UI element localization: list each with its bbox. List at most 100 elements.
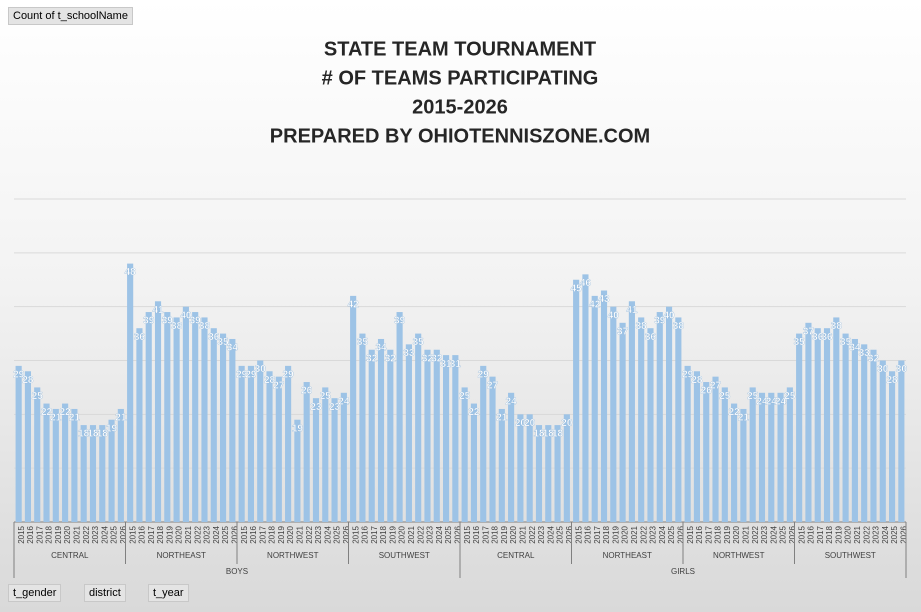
bar — [275, 376, 282, 522]
data-label: 29 — [283, 370, 295, 381]
x-tick-label: 2016 — [472, 525, 481, 543]
bar — [108, 419, 115, 522]
x-tick-label: 2020 — [175, 525, 184, 543]
data-label: 24 — [766, 396, 778, 407]
data-label: 39 — [162, 316, 174, 327]
chart-title: PREPARED BY OHIOTENNISZONE.COM — [270, 125, 650, 147]
x-tick-label: 2021 — [184, 525, 193, 543]
data-label: 22 — [41, 407, 53, 418]
bar — [777, 392, 784, 522]
x-tick-label: 2021 — [630, 525, 639, 543]
data-label: 30 — [255, 364, 267, 375]
data-label: 35 — [218, 337, 230, 348]
bar — [127, 263, 134, 522]
data-label: 21 — [115, 413, 127, 424]
data-label: 18 — [552, 429, 564, 440]
bar — [201, 317, 208, 522]
bar — [600, 290, 608, 522]
district-label: NORTHEAST — [157, 551, 206, 560]
bar — [619, 322, 626, 522]
data-label: 24 — [756, 396, 768, 407]
x-tick-label: 2019 — [611, 525, 620, 543]
data-label: 32 — [366, 353, 378, 364]
x-tick-label: 2024 — [435, 525, 444, 543]
x-tick-label: 2015 — [128, 525, 137, 543]
value-field-button[interactable]: Count of t_schoolName — [8, 7, 133, 25]
x-tick-label: 2016 — [695, 525, 704, 543]
x-tick-label: 2023 — [537, 525, 546, 543]
data-label: 26 — [301, 386, 313, 397]
data-label: 19 — [106, 423, 118, 434]
bar — [89, 425, 97, 522]
data-label: 18 — [533, 429, 545, 440]
x-tick-label: 2026 — [230, 525, 239, 543]
data-label: 41 — [626, 305, 638, 316]
bar — [52, 408, 59, 522]
bar — [71, 408, 78, 522]
bar — [721, 387, 728, 522]
gender-label: GIRLS — [671, 567, 695, 576]
data-label: 35 — [840, 337, 852, 348]
bar — [731, 403, 738, 522]
x-tick-label: 2021 — [73, 525, 82, 543]
bar — [182, 306, 189, 522]
district-label: NORTHEAST — [603, 551, 652, 560]
filter-button[interactable]: district — [84, 584, 126, 602]
x-tick-label: 2023 — [872, 525, 881, 543]
data-label: 42 — [589, 300, 601, 311]
bar — [229, 338, 236, 522]
x-tick-label: 2020 — [732, 525, 741, 543]
data-label: 39 — [190, 316, 202, 327]
x-tick-label: 2025 — [110, 525, 119, 543]
data-label: 25 — [747, 391, 759, 402]
x-tick-label: 2025 — [444, 525, 453, 543]
data-label: 48 — [125, 267, 137, 278]
data-label: 39 — [654, 316, 666, 327]
data-label: 38 — [673, 321, 685, 332]
data-label: 40 — [608, 310, 620, 321]
bar — [322, 387, 329, 522]
data-label: 46 — [580, 278, 592, 289]
x-tick-label: 2023 — [426, 525, 435, 543]
x-tick-label: 2016 — [26, 525, 35, 543]
bar — [461, 387, 468, 522]
data-label: 39 — [394, 316, 406, 327]
bar — [238, 365, 245, 522]
data-label: 18 — [87, 429, 99, 440]
data-label: 36 — [134, 332, 146, 343]
data-label: 42 — [348, 300, 360, 311]
filter-button[interactable]: t_gender — [8, 584, 62, 602]
x-tick-label: 2026 — [899, 525, 908, 543]
x-tick-label: 2022 — [528, 525, 537, 543]
data-label: 28 — [22, 375, 34, 386]
data-label: 20 — [561, 418, 573, 429]
data-label: 30 — [896, 364, 908, 375]
bar — [80, 425, 87, 522]
bar — [470, 403, 478, 522]
x-tick-label: 2021 — [853, 525, 862, 543]
data-label: 30 — [877, 364, 889, 375]
data-label: 39 — [143, 316, 155, 327]
data-label: 45 — [571, 283, 583, 294]
x-tick-label: 2020 — [509, 525, 518, 543]
filter-button[interactable]: t_year — [148, 584, 189, 602]
x-tick-label: 2019 — [54, 525, 63, 543]
data-label: 38 — [636, 321, 648, 332]
bar — [888, 371, 896, 522]
x-tick-label: 2024 — [212, 525, 221, 543]
x-tick-label: 2015 — [797, 525, 806, 543]
x-tick-label: 2016 — [361, 525, 370, 543]
bar — [554, 425, 561, 522]
bar — [387, 349, 394, 522]
x-tick-label: 2024 — [658, 525, 667, 543]
data-label: 21 — [50, 413, 62, 424]
data-label: 27 — [273, 380, 285, 391]
data-label: 34 — [375, 343, 387, 354]
data-label: 26 — [701, 386, 713, 397]
data-label: 31 — [441, 359, 453, 370]
data-label: 31 — [450, 359, 462, 370]
data-label: 34 — [227, 343, 239, 354]
data-label: 29 — [245, 370, 257, 381]
x-tick-label: 2026 — [119, 525, 128, 543]
bar — [823, 328, 831, 522]
